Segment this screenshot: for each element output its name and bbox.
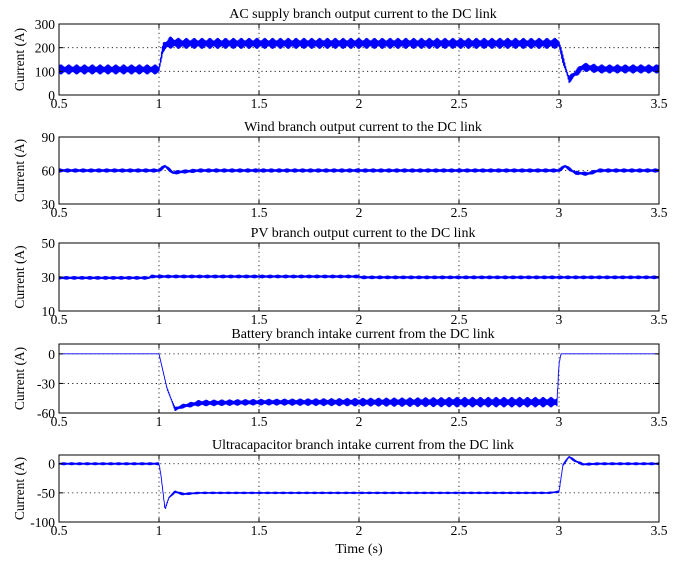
- panel-title: Ultracapacitor branch intake current fro…: [212, 438, 514, 453]
- x-tick-label: 2.5: [451, 205, 468, 220]
- y-tick-label: 0: [48, 347, 55, 362]
- x-tick-label: 3: [556, 205, 563, 220]
- y-tick-label: 50: [42, 236, 56, 251]
- x-tick-label: 2: [356, 312, 363, 327]
- x-tick-label: 2: [356, 96, 363, 111]
- x-tick-label: 3.5: [651, 312, 668, 327]
- y-axis-label: Current (A): [12, 457, 27, 520]
- x-tick-label: 1: [156, 96, 163, 111]
- y-axis-label: Current (A): [12, 347, 27, 410]
- y-tick-label: 300: [35, 17, 56, 32]
- x-tick-label: 1.5: [251, 414, 268, 429]
- x-tick-label: 2.5: [451, 414, 468, 429]
- x-tick-label: 3: [556, 96, 563, 111]
- x-tick-label: 1: [156, 523, 163, 538]
- panel-title: AC supply branch output current to the D…: [229, 7, 497, 22]
- y-tick-label: 90: [42, 130, 56, 145]
- x-tick-label: 1.5: [251, 312, 268, 327]
- x-tick-label: 1.5: [251, 523, 268, 538]
- panel-5: 0.5 1 1.5 2 2.5 3 3.5 -100 -50 0 Ultracapacitor br…: [12, 438, 668, 538]
- x-tick-label: 3: [556, 312, 563, 327]
- y-tick-label: -30: [37, 376, 55, 391]
- series-line: [59, 274, 659, 280]
- x-tick-label: 3: [556, 414, 563, 429]
- panel-title: Wind branch output current to the DC lin…: [244, 120, 482, 135]
- x-tick-label: 2.5: [451, 523, 468, 538]
- x-tick-label: 0.5: [51, 205, 68, 220]
- x-tick-label: 2.5: [451, 96, 468, 111]
- x-tick-label: 1.5: [251, 96, 268, 111]
- x-tick-label: 0.5: [51, 523, 68, 538]
- series-line: [59, 456, 659, 509]
- panel-4: 0.5 1 1.5 2 2.5 3 3.5 -60 -30 0 Battery branch int…: [12, 327, 668, 429]
- series-line: [59, 36, 659, 84]
- x-tick-label: 3: [556, 523, 563, 538]
- x-tick-label: 3.5: [651, 523, 668, 538]
- y-tick-label: 10: [42, 304, 56, 319]
- y-tick-label: -100: [30, 515, 55, 530]
- x-tick-label: 0.5: [51, 414, 68, 429]
- x-tick-label: 3.5: [651, 414, 668, 429]
- x-tick-label: 0.5: [51, 312, 68, 327]
- x-tick-label: 1.5: [251, 205, 268, 220]
- y-tick-label: -60: [37, 406, 55, 421]
- y-tick-label: 0: [48, 88, 55, 103]
- x-tick-label: 2.5: [451, 312, 468, 327]
- x-tick-label: 2: [356, 414, 363, 429]
- x-tick-label: 1: [156, 414, 163, 429]
- panel-1: 0.5 1 1.5 2 2.5 3 3.5 0 100 200 300 AC supply branc…: [12, 7, 668, 111]
- x-tick-label: 3.5: [651, 96, 668, 111]
- y-tick-label: 30: [42, 270, 56, 285]
- y-tick-label: 60: [42, 164, 56, 179]
- y-tick-label: 100: [35, 64, 56, 79]
- x-tick-label: 2: [356, 523, 363, 538]
- x-axis-label: Time (s): [335, 542, 383, 557]
- y-tick-label: 200: [35, 41, 56, 56]
- y-tick-label: 30: [42, 197, 56, 212]
- x-tick-label: 1: [156, 205, 163, 220]
- y-axis-label: Current (A): [12, 139, 27, 202]
- panel-title: PV branch output current to the DC link: [251, 226, 476, 241]
- x-tick-label: 3.5: [651, 205, 668, 220]
- series-line: [59, 353, 659, 412]
- panel-title: Battery branch intake current from the D…: [231, 327, 494, 342]
- panel-3: 0.5 1 1.5 2 2.5 3 3.5 10 30 50 PV branch output cu…: [12, 226, 668, 327]
- y-axis-label: Current (A): [12, 28, 27, 91]
- panel-2: 0.5 1 1.5 2 2.5 3 3.5 30 60 90 Wind branch output …: [12, 120, 668, 220]
- y-tick-label: 0: [48, 457, 55, 472]
- x-tick-label: 2: [356, 205, 363, 220]
- y-tick-label: -50: [37, 486, 55, 501]
- x-tick-label: 0.5: [51, 96, 68, 111]
- x-tick-label: 1: [156, 312, 163, 327]
- series-line: [59, 164, 659, 176]
- y-axis-label: Current (A): [12, 245, 27, 308]
